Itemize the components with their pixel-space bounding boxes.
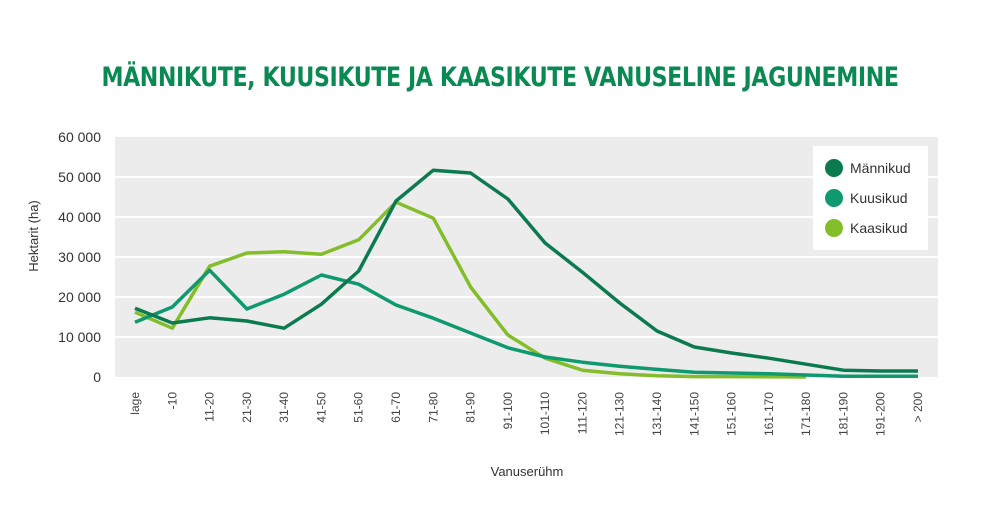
x-tick-label: 141-150 (687, 392, 701, 436)
y-axis-ticks: 0 10 000 20 000 30 000 40 000 50 000 60 000 (58, 129, 101, 385)
x-axis-title: Vanuserühm (491, 464, 564, 479)
x-tick-label: 81-90 (464, 392, 478, 423)
x-tick-label: 11-20 (203, 392, 217, 422)
x-tick-label: 111-120 (575, 392, 589, 435)
y-tick-label: 20 000 (58, 289, 101, 305)
series-line-kaasikud (134, 200, 807, 379)
y-tick-label: 50 000 (58, 169, 101, 185)
x-tick-label: 71-80 (426, 392, 440, 423)
y-tick-label: 10 000 (58, 329, 101, 345)
x-axis-ticks: lage -10 11-20 21-30 31-40 41-50 51-60 61-70 71-… (128, 392, 925, 436)
x-tick-label: 31-40 (277, 392, 291, 423)
x-tick-label: 121-130 (613, 392, 627, 436)
legend-swatch-icon (825, 189, 843, 207)
series-line-kuusikud (134, 268, 918, 378)
x-tick-label: 171-180 (799, 392, 813, 436)
legend-swatch-icon (825, 159, 843, 177)
gridlines (115, 176, 938, 338)
legend-label: Männikud (850, 160, 911, 176)
x-tick-label: 191-200 (874, 392, 888, 436)
x-tick-label: 61-70 (389, 392, 403, 423)
y-tick-label: 40 000 (58, 209, 101, 225)
legend: Männikud Kuusikud Kaasikud (813, 146, 928, 250)
x-tick-label: 131-140 (650, 392, 664, 436)
x-tick-label: 151-160 (725, 392, 739, 436)
y-tick-label: 0 (93, 369, 101, 385)
legend-label: Kaasikud (850, 220, 908, 236)
y-axis-title: Hektarit (ha) (26, 200, 41, 272)
series-line-männikud (134, 168, 918, 373)
x-tick-label: lage (128, 392, 142, 415)
series-lines (134, 168, 918, 379)
x-tick-label: 41-50 (314, 392, 328, 423)
x-tick-label: 21-30 (240, 392, 254, 423)
x-tick-label: > 200 (911, 392, 925, 423)
x-tick-label: -10 (165, 392, 179, 410)
x-tick-label: 51-60 (352, 392, 366, 423)
y-tick-label: 60 000 (58, 129, 101, 145)
x-tick-label: 91-100 (501, 392, 515, 430)
x-tick-label: 161-170 (762, 392, 776, 436)
legend-swatch-icon (825, 219, 843, 237)
x-tick-label: 181-190 (836, 392, 850, 436)
chart-title: MÄNNIKUTE, KUUSIKUTE JA KAASIKUTE VANUSE… (101, 62, 899, 93)
legend-label: Kuusikud (850, 190, 908, 206)
x-tick-label: 101-110 (538, 392, 552, 435)
y-tick-label: 30 000 (58, 249, 101, 265)
